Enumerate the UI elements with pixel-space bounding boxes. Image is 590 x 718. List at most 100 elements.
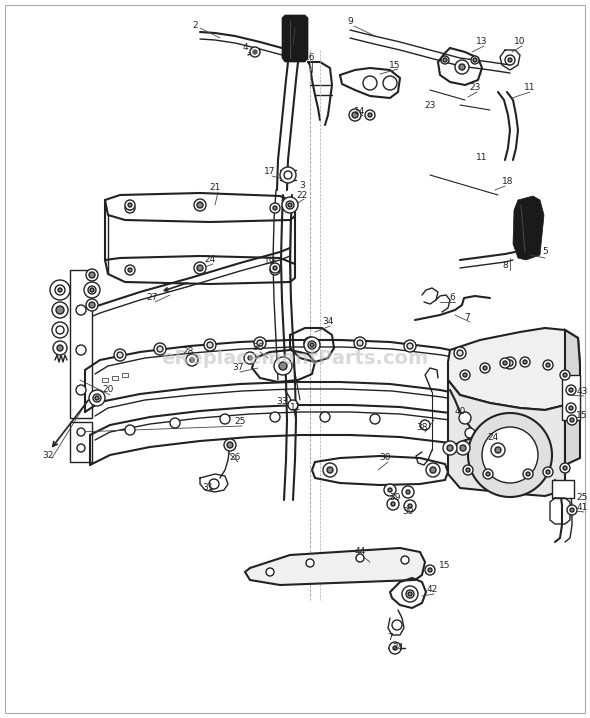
Circle shape [504,357,516,369]
Circle shape [566,385,576,395]
Circle shape [569,406,573,410]
Circle shape [128,206,132,210]
Circle shape [89,302,95,308]
Text: 9: 9 [347,17,353,27]
Circle shape [441,56,449,64]
Circle shape [495,447,501,453]
Circle shape [520,357,530,367]
Circle shape [463,465,473,475]
Circle shape [463,373,467,377]
Circle shape [77,444,85,452]
Circle shape [384,484,396,496]
Text: 27: 27 [146,294,158,302]
Circle shape [368,113,372,117]
Circle shape [308,341,316,349]
Circle shape [388,488,392,492]
Circle shape [508,58,512,62]
Circle shape [404,500,416,512]
Circle shape [546,363,550,367]
Circle shape [349,109,361,121]
Circle shape [320,412,330,422]
Circle shape [273,206,277,210]
Circle shape [244,352,256,364]
Circle shape [491,443,505,457]
Circle shape [443,441,457,455]
Circle shape [197,265,203,271]
Text: 13: 13 [476,37,488,47]
Circle shape [570,508,574,512]
Circle shape [310,343,314,347]
Text: 41: 41 [576,503,588,513]
Text: 39: 39 [389,493,401,503]
Circle shape [270,265,280,275]
Circle shape [357,340,363,346]
Circle shape [523,469,533,479]
Circle shape [270,263,280,273]
Circle shape [273,268,277,272]
Text: 15: 15 [439,561,451,569]
Circle shape [76,385,86,395]
Text: 21: 21 [209,184,221,192]
Circle shape [563,373,567,377]
Bar [552,480,574,498]
Circle shape [407,343,413,349]
Circle shape [406,590,414,598]
Circle shape [570,418,574,422]
Text: 2: 2 [192,21,198,29]
Text: 16: 16 [304,54,316,62]
Circle shape [306,559,314,567]
Circle shape [170,418,180,428]
Circle shape [52,302,68,318]
Circle shape [425,565,435,575]
Circle shape [428,568,432,572]
Circle shape [391,502,395,506]
Text: 7: 7 [387,633,393,643]
Circle shape [483,469,493,479]
Circle shape [284,171,292,179]
Circle shape [53,341,67,355]
Circle shape [365,110,375,120]
Text: 11: 11 [476,154,488,162]
Circle shape [466,468,470,472]
Polygon shape [245,548,425,585]
Text: 5: 5 [542,248,548,256]
Text: 8: 8 [502,261,508,269]
Circle shape [560,370,570,380]
Circle shape [363,76,377,90]
Text: 20: 20 [102,386,114,394]
Circle shape [408,504,412,508]
Circle shape [447,445,453,451]
Bar [122,373,128,377]
Circle shape [248,356,252,360]
Circle shape [89,272,95,278]
Circle shape [392,620,402,630]
Circle shape [459,412,471,424]
Circle shape [227,442,233,448]
Circle shape [125,265,135,275]
Text: 24: 24 [204,256,215,264]
Text: 3: 3 [299,180,305,190]
Circle shape [117,352,123,358]
Circle shape [89,390,105,406]
Text: 25: 25 [576,493,588,503]
Circle shape [327,467,333,473]
Text: 6: 6 [449,294,455,302]
Circle shape [503,361,507,365]
Circle shape [459,64,465,70]
Circle shape [154,343,166,355]
Circle shape [526,472,530,476]
Circle shape [408,592,412,596]
Circle shape [406,490,410,494]
Circle shape [56,306,64,314]
Circle shape [465,428,475,438]
Circle shape [486,472,490,476]
Polygon shape [448,328,580,410]
Circle shape [567,505,577,515]
Circle shape [273,266,277,270]
Circle shape [76,305,86,315]
Circle shape [128,203,132,207]
Circle shape [483,366,487,370]
Circle shape [454,347,466,359]
Circle shape [190,358,194,362]
Text: 39: 39 [402,508,414,516]
